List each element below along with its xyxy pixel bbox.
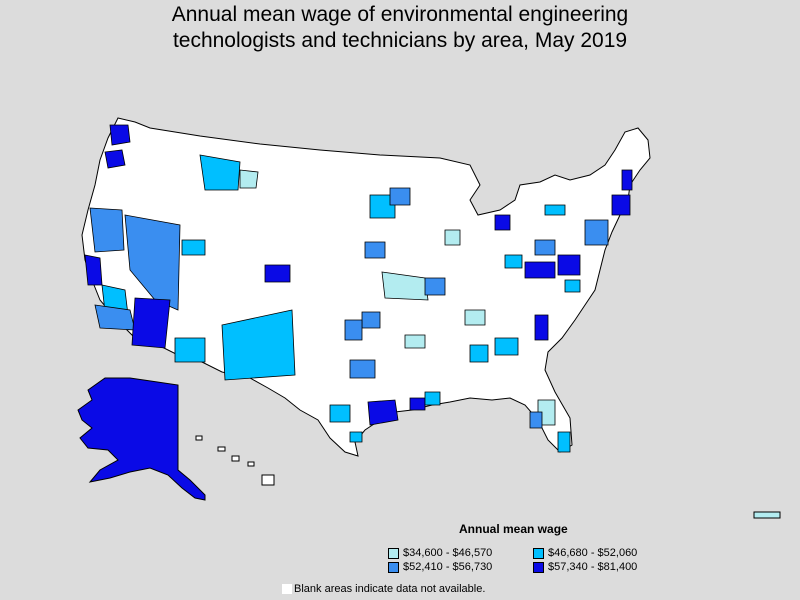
legend-swatch-1 xyxy=(388,547,399,559)
area-ar xyxy=(404,334,426,349)
area-maine xyxy=(621,169,633,191)
legend-swatch-2 xyxy=(533,547,544,559)
area-kc xyxy=(424,277,446,296)
legend-label-4: $57,340 - $81,400 xyxy=(548,561,638,573)
legend-label-3: $52,410 - $56,730 xyxy=(403,561,493,573)
area-tn xyxy=(464,309,486,326)
area-la-2 xyxy=(424,391,441,406)
area-iowa xyxy=(364,241,386,259)
area-illinois xyxy=(444,229,461,246)
legend-label-2: $46,680 - $52,060 xyxy=(548,547,638,559)
area-ct xyxy=(611,194,631,216)
area-michigan xyxy=(494,214,511,231)
blank-areas-note: Blank areas indicate data not available. xyxy=(282,583,485,595)
area-ohio xyxy=(504,254,523,269)
title-line-2: technologists and technicians by area, M… xyxy=(172,29,628,52)
legend-title: Annual mean wage xyxy=(459,522,568,536)
legend-label-1: $34,600 - $46,570 xyxy=(403,547,493,559)
area-sc xyxy=(534,314,549,341)
legend-item-1: $34,600 - $46,570 xyxy=(388,546,492,560)
area-ny-nj xyxy=(584,219,609,246)
title-line-1: Annual mean wage of environmental engine… xyxy=(171,3,629,26)
map-title: Annual mean wage of environmental engine… xyxy=(0,2,800,54)
area-minnesota xyxy=(369,194,396,219)
area-la-state xyxy=(409,397,426,411)
area-wyoming-sm xyxy=(181,239,206,256)
area-colorado xyxy=(264,264,291,283)
area-wv xyxy=(524,261,556,279)
blank-note-text: Blank areas indicate data not available. xyxy=(294,583,486,595)
area-austin xyxy=(329,404,351,423)
area-va xyxy=(557,254,581,276)
legend-item-3: $52,410 - $56,730 xyxy=(388,560,492,574)
area-portland xyxy=(104,149,126,169)
area-ga xyxy=(494,337,519,356)
area-new-mexico xyxy=(221,309,296,381)
area-sf xyxy=(84,254,103,286)
legend-swatch-3 xyxy=(388,561,399,573)
area-seattle xyxy=(109,124,131,146)
area-az-se xyxy=(174,337,206,363)
legend-item-4: $57,340 - $81,400 xyxy=(533,560,637,574)
area-houston xyxy=(367,399,399,426)
colored-areas xyxy=(84,124,633,453)
area-kansas xyxy=(381,271,429,301)
hawaii xyxy=(195,435,275,486)
alaska xyxy=(77,377,206,501)
area-ok-2 xyxy=(344,319,363,341)
area-al xyxy=(469,344,489,363)
area-fl-3 xyxy=(529,411,543,429)
area-tx-coast xyxy=(349,431,363,443)
area-oklahoma xyxy=(361,311,381,329)
area-mn-2 xyxy=(389,187,411,206)
puerto-rico xyxy=(753,511,781,519)
area-oregon xyxy=(89,207,125,253)
legend-swatch-4 xyxy=(533,561,544,573)
area-ny-up xyxy=(544,204,566,216)
area-mt-light xyxy=(239,169,259,189)
area-arizona xyxy=(131,297,171,349)
legend-item-2: $46,680 - $52,060 xyxy=(533,546,637,560)
area-pa xyxy=(534,239,556,256)
area-montana xyxy=(199,154,241,191)
area-texas xyxy=(349,359,376,379)
blank-swatch xyxy=(282,584,292,594)
area-nc xyxy=(564,279,581,293)
area-fl-2 xyxy=(557,431,571,453)
